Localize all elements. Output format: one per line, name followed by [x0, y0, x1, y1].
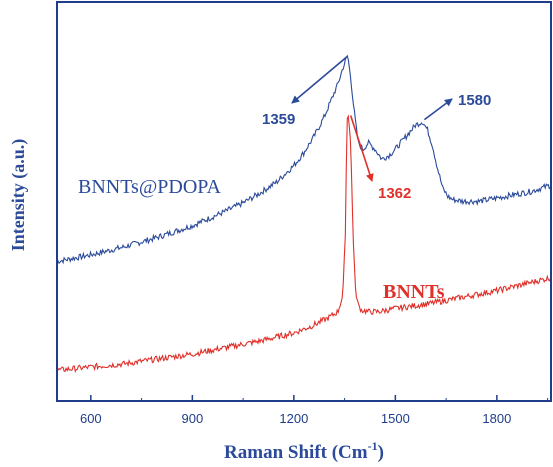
x-tick-label-1200: 1200	[279, 411, 308, 426]
series-line-bnnts	[56, 114, 551, 374]
x-axis-title: Raman Shift (Cm-1)	[224, 439, 384, 463]
y-axis-title: Intensity (a.u.)	[8, 139, 29, 252]
x-tick-label-1800: 1800	[482, 411, 511, 426]
series-label-bnnts: BNNTs	[383, 281, 445, 303]
annotation-arrow-1362	[349, 115, 374, 182]
x-tick-label-600: 600	[80, 411, 102, 426]
annotation-arrow-1580	[423, 98, 453, 121]
x-axis-title-close: )	[378, 442, 384, 463]
series-layer	[56, 54, 551, 374]
plot-frame	[56, 1, 552, 402]
annotation-label-1580: 1580	[458, 92, 491, 109]
x-axis-title-main: Raman Shift (Cm	[224, 442, 368, 463]
annotation-label-1359: 1359	[262, 111, 295, 128]
annotation-label-1362: 1362	[378, 185, 411, 202]
series-line-bnnts-pdopa	[56, 54, 551, 265]
tick-layer: 600 900 1200 1500 1800	[80, 395, 549, 426]
annotation-arrow-1359	[291, 56, 348, 104]
x-tick-label-1500: 1500	[381, 411, 410, 426]
annotation-layer: 1359 1580 1362	[262, 56, 491, 202]
x-tick-label-900: 900	[181, 411, 203, 426]
x-axis-title-superscript: -1	[368, 439, 378, 453]
series-label-bnnts-pdopa: BNNTs@PDOPA	[78, 176, 222, 198]
